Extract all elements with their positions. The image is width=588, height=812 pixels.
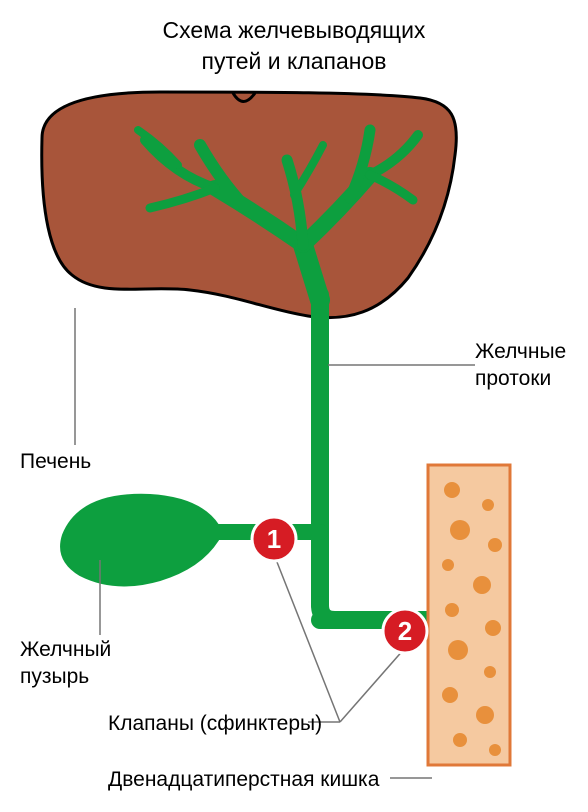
title-line-1: Схема желчевыводящих [163, 17, 426, 43]
label-valves: Клапаны (сфинктеры) [108, 710, 322, 737]
title-line-2: путей и клапанов [202, 48, 387, 74]
marker-1: 1 [252, 517, 296, 561]
label-bile-ducts: Желчные протоки [475, 338, 566, 393]
svg-text:1: 1 [267, 524, 281, 554]
label-duodenum: Двенадцатиперстная кишка [108, 766, 379, 793]
diagram-title: Схема желчевыводящих путей и клапанов [0, 15, 588, 77]
duodenum-shape [428, 465, 510, 765]
label-liver: Печень [20, 448, 91, 475]
diagram-container: 1 2 Схема желчевыводящих путей и клапано… [0, 0, 588, 812]
marker-2: 2 [383, 609, 427, 653]
gallbladder-shape [61, 495, 218, 586]
svg-text:2: 2 [398, 616, 412, 646]
label-gallbladder: Желчный пузырь [20, 636, 111, 691]
